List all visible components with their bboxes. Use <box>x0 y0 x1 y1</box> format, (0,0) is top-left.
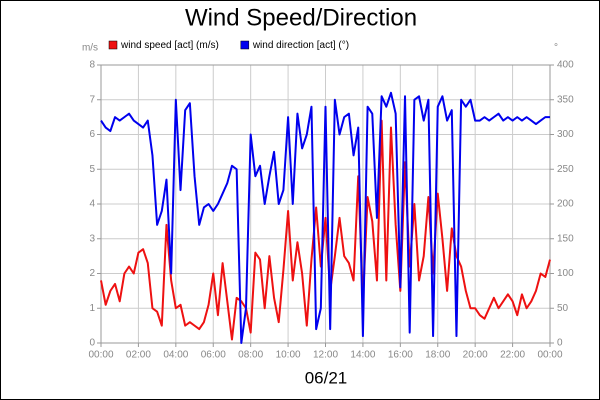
y2-tick-label: 50 <box>557 303 569 314</box>
y-tick-label: 2 <box>89 268 95 279</box>
y2-tick-label: 300 <box>557 129 574 140</box>
x-tick-label: 12:00 <box>313 350 338 361</box>
y-tick-label: 3 <box>89 233 95 244</box>
y2-tick-label: 0 <box>557 338 563 349</box>
x-tick-label: 10:00 <box>276 350 301 361</box>
series-line <box>100 119 551 341</box>
x-tick-label: 02:00 <box>126 350 151 361</box>
legend-label: wind speed [act] (m/s) <box>120 40 219 51</box>
y2-tick-label: 150 <box>557 233 574 244</box>
x-tick-label: 14:00 <box>350 350 375 361</box>
x-tick-label: 06:00 <box>201 350 226 361</box>
y2-tick-label: 100 <box>557 268 574 279</box>
x-tick-label: 00:00 <box>537 350 562 361</box>
legend-swatch <box>108 40 118 50</box>
y-tick-label: 0 <box>89 338 95 349</box>
x-tick-label: 04:00 <box>163 350 188 361</box>
series-line <box>100 91 550 344</box>
y-tick-label: 4 <box>89 199 95 210</box>
legend-swatch <box>240 40 250 50</box>
x-tick-label: 20:00 <box>463 350 488 361</box>
legend-label: wind direction [act] (°) <box>252 40 349 51</box>
x-axis-label: 06/21 <box>305 368 348 387</box>
y2-tick-label: 200 <box>557 199 574 210</box>
chart-title: Wind Speed/Direction <box>185 4 417 31</box>
x-tick-label: 16:00 <box>388 350 413 361</box>
x-tick-label: 18:00 <box>425 350 450 361</box>
y-tick-label: 5 <box>89 164 95 175</box>
x-tick-label: 22:00 <box>500 350 525 361</box>
y-tick-label: 1 <box>89 303 95 314</box>
y2-tick-label: 400 <box>557 60 574 71</box>
x-tick-label: 08:00 <box>238 350 263 361</box>
y2-tick-label: 350 <box>557 94 574 105</box>
y2-axis-label: ° <box>554 43 558 54</box>
y2-tick-label: 250 <box>557 164 574 175</box>
y-tick-label: 7 <box>89 94 95 105</box>
y-axis-label: m/s <box>82 43 98 54</box>
y-tick-label: 6 <box>89 129 95 140</box>
x-tick-label: 00:00 <box>88 350 113 361</box>
y-tick-label: 8 <box>89 60 95 71</box>
plot-frame <box>100 64 551 344</box>
